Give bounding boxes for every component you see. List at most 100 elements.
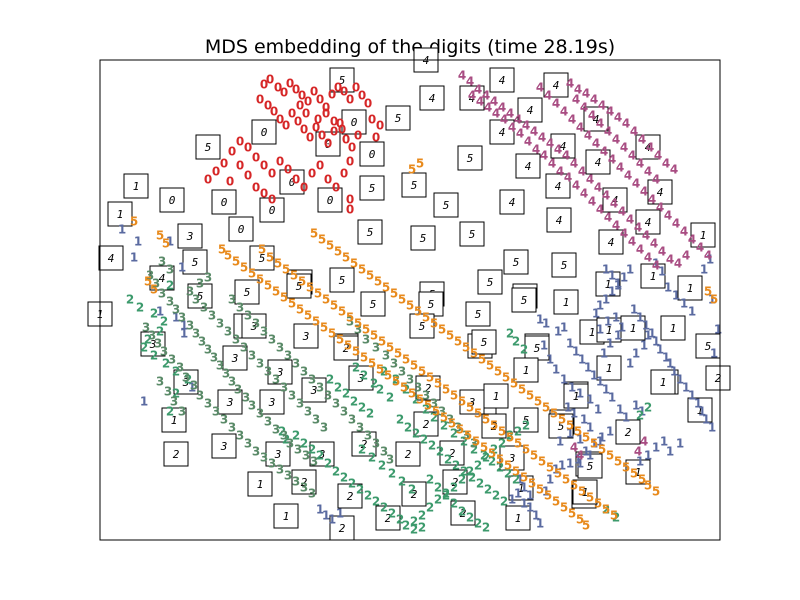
digit-label-2: 2 bbox=[460, 435, 468, 449]
digit-thumbnail: 1 bbox=[595, 271, 621, 297]
digit-label-5: 5 bbox=[410, 359, 418, 373]
digit-label-3: 3 bbox=[198, 335, 206, 349]
digit-thumbnail: 3 bbox=[211, 433, 237, 459]
digit-label-4: 4 bbox=[656, 201, 664, 215]
digit-label-5: 5 bbox=[576, 513, 584, 527]
digit-thumbnail-glyph: 2 bbox=[411, 488, 418, 501]
digit-label-0: 0 bbox=[252, 181, 260, 195]
digit-label-3: 3 bbox=[320, 421, 328, 435]
digit-label-0: 0 bbox=[226, 175, 234, 189]
digit-thumbnail-glyph: 1 bbox=[687, 282, 694, 295]
digit-thumbnail-frame bbox=[163, 441, 189, 467]
digit-label-4: 4 bbox=[648, 193, 656, 207]
digit-label-3: 3 bbox=[310, 455, 318, 469]
digit-thumbnail-glyph: 4 bbox=[159, 272, 166, 285]
digit-thumbnail-glyph: 1 bbox=[630, 322, 637, 335]
digit-thumbnail-glyph: 2 bbox=[449, 447, 456, 460]
digit-label-3: 3 bbox=[228, 375, 236, 389]
digit-label-2: 2 bbox=[504, 467, 512, 481]
digit-label-1: 1 bbox=[688, 389, 696, 403]
digit-label-1: 1 bbox=[180, 319, 188, 333]
digit-label-2: 2 bbox=[488, 455, 496, 469]
digit-label-1: 1 bbox=[140, 395, 148, 409]
digit-label-3: 3 bbox=[186, 319, 194, 333]
digit-label-1: 1 bbox=[322, 509, 330, 523]
digit-label-3: 3 bbox=[272, 423, 280, 437]
digit-thumbnail: 3 bbox=[265, 441, 291, 467]
digit-thumbnail-frame bbox=[489, 119, 515, 145]
digit-label-4: 4 bbox=[644, 165, 652, 179]
digit-label-0: 0 bbox=[236, 159, 244, 173]
digit-label-5: 5 bbox=[352, 345, 360, 359]
digit-label-5: 5 bbox=[150, 283, 158, 297]
digit-label-1: 1 bbox=[632, 399, 640, 413]
digit-thumbnail-glyph: 2 bbox=[405, 448, 412, 461]
digit-label-4: 4 bbox=[532, 143, 540, 157]
digit-label-1: 1 bbox=[586, 421, 594, 435]
digit-thumbnail-glyph: 3 bbox=[276, 366, 284, 379]
digit-label-0: 0 bbox=[368, 113, 376, 127]
digit-label-1: 1 bbox=[620, 271, 628, 285]
digit-label-3: 3 bbox=[390, 357, 398, 371]
digit-label-5: 5 bbox=[488, 447, 496, 461]
digit-label-5: 5 bbox=[382, 281, 390, 295]
digit-label-5: 5 bbox=[328, 327, 336, 341]
digit-label-2: 2 bbox=[144, 333, 152, 347]
digit-thumbnail-glyph: 1 bbox=[257, 478, 264, 491]
digit-thumbnail-glyph: 1 bbox=[660, 376, 667, 389]
digit-thumbnail-glyph: 3 bbox=[318, 448, 326, 461]
digit-thumbnail: 5 bbox=[286, 273, 312, 299]
digit-label-3: 3 bbox=[312, 413, 320, 427]
digit-label-1: 1 bbox=[714, 323, 722, 337]
digit-label-5: 5 bbox=[454, 335, 462, 349]
digit-label-0: 0 bbox=[264, 99, 272, 113]
digit-thumbnail-frame bbox=[602, 187, 628, 213]
digit-thumbnail: 4 bbox=[598, 229, 624, 255]
digit-label-4: 4 bbox=[538, 131, 546, 145]
digit-label-3: 3 bbox=[148, 329, 156, 343]
digit-thumbnail-glyph: 4 bbox=[469, 92, 476, 105]
digit-label-0: 0 bbox=[324, 137, 332, 151]
digit-label-5: 5 bbox=[288, 297, 296, 311]
digit-label-2: 2 bbox=[184, 373, 192, 387]
digit-thumbnail-frame bbox=[211, 433, 237, 459]
digit-thumbnail-frame bbox=[333, 335, 359, 361]
digit-label-0: 0 bbox=[330, 125, 338, 139]
digit-label-4: 4 bbox=[506, 107, 514, 121]
digit-label-0: 0 bbox=[260, 159, 268, 173]
digit-thumbnail-frame bbox=[279, 169, 305, 195]
digit-label-3: 3 bbox=[340, 405, 348, 419]
digit-label-2: 2 bbox=[396, 513, 404, 527]
digit-label-5: 5 bbox=[296, 303, 304, 317]
digit-label-5: 5 bbox=[362, 323, 370, 337]
digit-label-1: 1 bbox=[708, 293, 716, 307]
digit-thumbnail: 4 bbox=[545, 173, 571, 199]
digit-label-1: 1 bbox=[546, 353, 554, 367]
digit-label-1: 1 bbox=[602, 263, 610, 277]
digit-label-0: 0 bbox=[310, 85, 318, 99]
digit-label-3: 3 bbox=[380, 445, 388, 459]
digit-thumbnail-glyph: 0 bbox=[289, 176, 296, 189]
digit-label-2: 2 bbox=[496, 461, 504, 475]
digit-label-2: 2 bbox=[442, 487, 450, 501]
digit-label-3: 3 bbox=[284, 349, 292, 363]
digit-label-5: 5 bbox=[594, 497, 602, 511]
digit-label-0: 0 bbox=[292, 83, 300, 97]
digit-label-4: 4 bbox=[590, 93, 598, 107]
digit-label-1: 1 bbox=[542, 485, 550, 499]
digit-label-5: 5 bbox=[440, 411, 448, 425]
digit-label-5: 5 bbox=[414, 305, 422, 319]
digit-label-2: 2 bbox=[326, 373, 334, 387]
digit-thumbnail-glyph: 2 bbox=[491, 420, 498, 433]
digit-label-4: 4 bbox=[688, 233, 696, 247]
digit-label-4: 4 bbox=[652, 259, 660, 273]
digit-label-1: 1 bbox=[536, 517, 544, 531]
digit-thumbnail-glyph: 3 bbox=[182, 376, 190, 389]
digit-label-2: 2 bbox=[402, 519, 410, 533]
digit-label-3: 3 bbox=[236, 301, 244, 315]
digit-thumbnail-frame bbox=[615, 419, 641, 445]
digit-label-4: 4 bbox=[568, 113, 576, 127]
digit-label-1: 1 bbox=[586, 393, 594, 407]
digit-label-5: 5 bbox=[318, 233, 326, 247]
digit-label-1: 1 bbox=[656, 343, 664, 357]
